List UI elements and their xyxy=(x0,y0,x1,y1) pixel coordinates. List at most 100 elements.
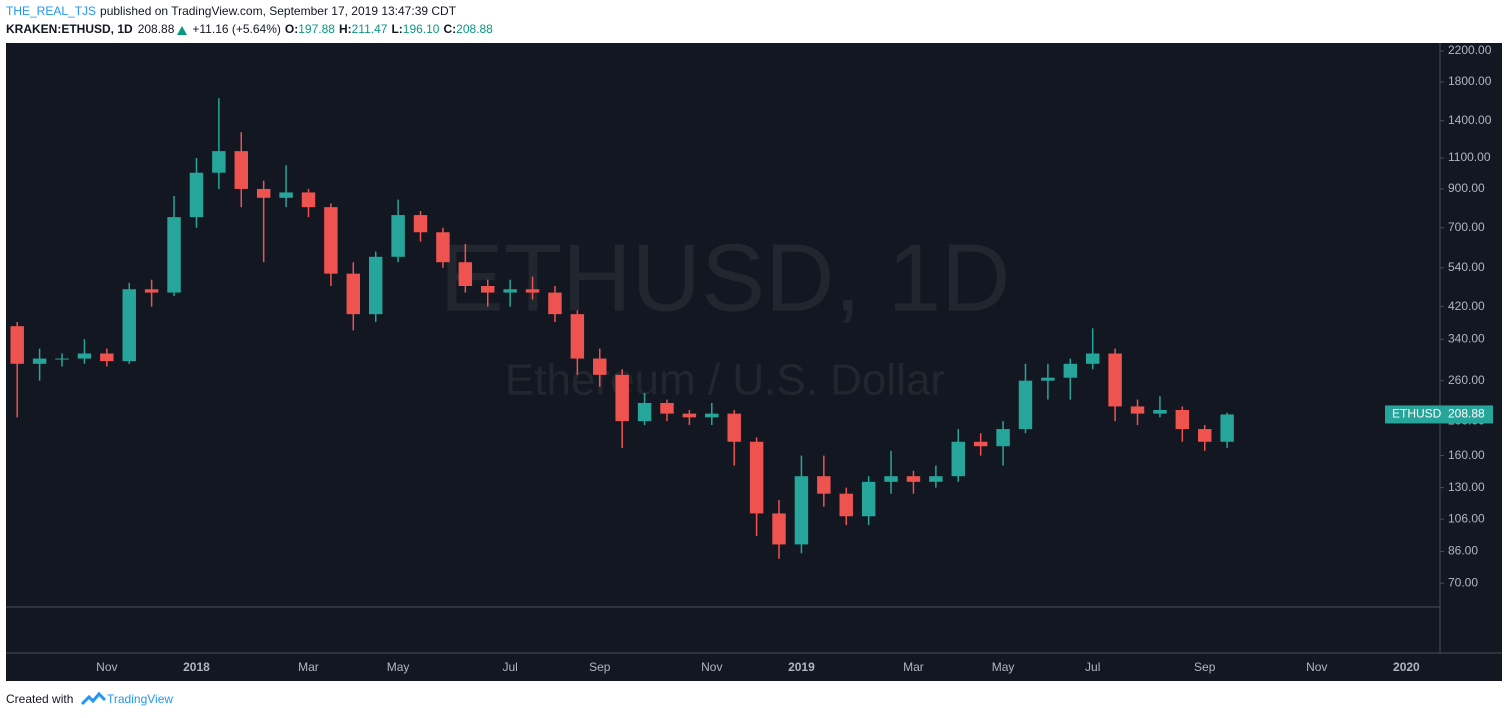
y-tick-label: 540.00 xyxy=(1448,260,1485,274)
h-value: 211.47 xyxy=(352,22,388,36)
x-tick-label: Jul xyxy=(502,660,517,674)
o-label: O: xyxy=(285,22,298,36)
candle-body xyxy=(436,232,450,263)
candle-body xyxy=(929,476,943,482)
x-tick-label: Jul xyxy=(1085,660,1100,674)
watermark-title: ETHUSD, 1D xyxy=(440,224,1011,331)
chart-background xyxy=(6,43,1502,681)
published: published on TradingView.com, September … xyxy=(100,4,457,18)
y-tick-label: 340.00 xyxy=(1448,331,1485,345)
candle-body xyxy=(906,476,921,482)
candle-body xyxy=(1041,377,1055,381)
x-tick-label: Nov xyxy=(701,660,722,674)
up-arrow xyxy=(177,26,187,35)
candle-body xyxy=(1175,409,1190,430)
x-tick-label: Sep xyxy=(1194,660,1216,674)
footer-brand: TradingView xyxy=(107,692,173,706)
h-label: H: xyxy=(339,22,352,36)
candle-body xyxy=(346,273,361,315)
candle-body xyxy=(1108,353,1122,407)
l-label: L: xyxy=(391,22,402,36)
publish-line: THE_REAL_TJS published on TradingView.com… xyxy=(6,4,457,18)
y-tick-label: 420.00 xyxy=(1448,299,1485,313)
y-tick-label: 1400.00 xyxy=(1448,113,1492,127)
x-tick-label: Mar xyxy=(298,660,319,674)
price-label-name: ETHUSD xyxy=(1392,407,1442,421)
y-tick-label: 1100.00 xyxy=(1448,150,1491,164)
change: +11.16 (+5.64%) xyxy=(192,22,281,36)
candle-body xyxy=(973,441,988,447)
x-tick-label: May xyxy=(387,660,410,674)
candle-body xyxy=(10,326,24,364)
candle-body xyxy=(570,314,585,359)
y-tick-label: 160.00 xyxy=(1448,448,1485,462)
footer-text: Created with xyxy=(6,692,73,706)
candle-body xyxy=(637,402,652,422)
y-tick-label: 86.00 xyxy=(1448,544,1478,558)
candle-body xyxy=(593,358,607,375)
candle-body xyxy=(548,292,562,315)
candle-body xyxy=(413,215,428,233)
candle-body xyxy=(189,172,204,218)
candle-body xyxy=(1220,414,1234,442)
candle-body xyxy=(55,358,69,360)
candle-body xyxy=(77,353,92,359)
candle-body xyxy=(234,151,248,189)
candle-body xyxy=(391,215,405,257)
candle-body xyxy=(615,374,629,422)
candle-body xyxy=(1130,406,1145,414)
x-tick-label: 2018 xyxy=(183,660,210,674)
y-tick-label: 130.00 xyxy=(1448,480,1485,494)
candle-body xyxy=(458,262,473,287)
c-label: C: xyxy=(443,22,456,36)
symbol-line: KRAKEN:ETHUSD, 1D 208.88 +11.16 (+5.64%) O:… xyxy=(6,22,493,36)
candle-body xyxy=(861,481,876,517)
candle-body xyxy=(503,289,517,293)
candle-body xyxy=(884,476,898,482)
candle-body xyxy=(279,192,293,198)
candle-body xyxy=(167,217,181,293)
c-value: 208.88 xyxy=(456,22,493,36)
candle-body xyxy=(324,207,338,274)
logo-mark xyxy=(80,691,107,706)
candle-body xyxy=(772,513,786,545)
y-tick-label: 260.00 xyxy=(1448,373,1485,387)
candle-body xyxy=(682,413,697,418)
candle-body xyxy=(749,441,764,514)
candle-body xyxy=(256,188,271,198)
y-tick-label: 2200.00 xyxy=(1448,43,1492,57)
candle-body xyxy=(122,289,136,362)
x-tick-label: Nov xyxy=(96,660,117,674)
candle-body xyxy=(525,289,540,293)
candle-body xyxy=(705,413,719,418)
x-tick-label: Sep xyxy=(589,660,611,674)
candle-body xyxy=(100,353,114,362)
candle-body xyxy=(32,358,47,364)
candle-body xyxy=(1085,353,1100,364)
price-label-value: 208.88 xyxy=(1448,407,1485,421)
o-value: 197.88 xyxy=(298,22,335,36)
price-label-box xyxy=(1385,405,1493,424)
symbol: KRAKEN:ETHUSD, 1D xyxy=(6,22,133,36)
x-tick-label: Nov xyxy=(1306,660,1327,674)
x-tick-label: 2020 xyxy=(1393,660,1420,674)
y-tick-label: 1800.00 xyxy=(1448,74,1492,88)
candle-body xyxy=(660,402,674,414)
candle-body xyxy=(996,429,1010,447)
y-tick-label: 70.00 xyxy=(1448,575,1478,589)
candle-body xyxy=(144,289,159,293)
watermark-subtitle: Ethereum / U.S. Dollar xyxy=(505,356,945,405)
y-tick-label: 700.00 xyxy=(1448,220,1485,234)
price: 208.88 xyxy=(138,22,175,36)
candle-body xyxy=(368,256,383,315)
candle-body xyxy=(1198,429,1212,442)
candle-body xyxy=(481,286,495,293)
l-value: 196.10 xyxy=(403,22,440,36)
x-tick-label: May xyxy=(992,660,1015,674)
candle-body xyxy=(839,493,853,517)
y-tick-label: 900.00 xyxy=(1448,181,1485,195)
candle-body xyxy=(817,476,831,494)
candle-body xyxy=(794,476,809,545)
